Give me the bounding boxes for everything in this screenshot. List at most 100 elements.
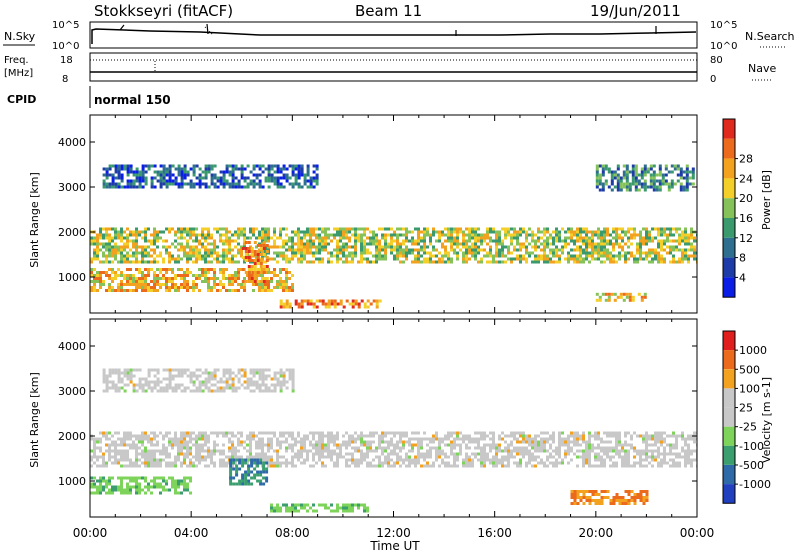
range-cell: [676, 164, 680, 168]
range-cell: [672, 443, 675, 447]
range-cell: [219, 452, 222, 456]
range-cell: [498, 242, 501, 246]
range-cell: [672, 233, 675, 237]
range-cell: [279, 302, 283, 306]
range-cell: [255, 440, 258, 444]
range-cell: [225, 455, 228, 459]
range-cell: [267, 374, 271, 378]
range-cell: [507, 230, 510, 234]
range-cell: [669, 248, 672, 252]
range-cell: [174, 233, 177, 237]
range-cell: [384, 233, 387, 237]
range-cell: [306, 227, 309, 231]
range-cell: [261, 283, 264, 286]
range-cell: [649, 173, 653, 177]
range-cell: [207, 437, 210, 441]
range-cell: [516, 461, 519, 465]
range-cell: [237, 236, 240, 240]
range-cell: [369, 464, 372, 468]
range-cell: [579, 233, 582, 237]
range-cell: [126, 173, 130, 177]
range-cell: [600, 260, 603, 264]
range-cell: [288, 374, 292, 378]
range-cell: [672, 434, 675, 438]
range-cell: [519, 248, 522, 252]
range-cell: [174, 245, 177, 249]
range-cell: [267, 167, 271, 171]
range-cell: [351, 455, 354, 459]
range-cell: [528, 440, 531, 444]
range-cell: [147, 449, 150, 453]
range-cell: [99, 440, 102, 444]
range-cell: [504, 455, 507, 459]
range-cell: [273, 383, 277, 387]
range-cell: [273, 386, 277, 390]
range-cell: [174, 257, 177, 261]
range-cell: [660, 257, 663, 261]
range-cell: [114, 242, 117, 246]
range-cell: [141, 452, 144, 456]
range-cell: [627, 431, 630, 435]
range-cell: [690, 233, 693, 237]
range-cell: [579, 455, 582, 459]
range-cell: [144, 461, 147, 465]
range-cell: [253, 271, 257, 274]
range-cell: [93, 443, 96, 447]
range-cell: [195, 386, 199, 390]
range-cell: [648, 248, 651, 252]
range-cell: [93, 251, 96, 255]
range-cell: [264, 443, 267, 447]
range-cell: [270, 455, 273, 459]
range-cell: [285, 464, 288, 468]
range-cell: [381, 452, 384, 456]
range-cell: [378, 443, 381, 447]
range-cell: [225, 167, 229, 171]
range-cell: [474, 254, 477, 258]
range-cell: [225, 182, 229, 186]
range-cell: [534, 437, 537, 441]
range-cell: [114, 289, 117, 292]
range-cell: [600, 245, 603, 249]
range-cell: [594, 499, 598, 502]
range-cell: [354, 449, 357, 453]
range-cell: [597, 257, 600, 261]
range-cell: [555, 236, 558, 240]
range-cell: [330, 458, 333, 462]
range-cell: [126, 464, 129, 468]
range-cell: [625, 173, 629, 177]
range-cell: [261, 170, 265, 174]
range-cell: [619, 182, 623, 186]
range-cell: [661, 173, 665, 177]
range-cell: [126, 449, 129, 453]
range-cell: [324, 302, 328, 306]
range-cell: [99, 479, 102, 483]
range-cell: [201, 280, 204, 283]
range-cell: [237, 368, 241, 372]
range-cell: [159, 230, 162, 234]
range-cell: [177, 182, 181, 186]
range-cell: [324, 455, 327, 459]
range-cell: [108, 371, 112, 375]
range-cell: [462, 236, 465, 240]
range-cell: [558, 254, 561, 258]
range-cell: [256, 274, 260, 277]
range-cell: [247, 271, 251, 274]
range-cell: [291, 389, 295, 393]
range-cell: [501, 245, 504, 249]
range-cell: [174, 277, 177, 280]
range-cell: [258, 167, 262, 171]
range-cell: [240, 368, 244, 372]
range-cell: [651, 464, 654, 468]
range-cell: [585, 257, 588, 261]
range-cell: [252, 185, 256, 189]
range-cell: [378, 446, 381, 450]
range-cell: [510, 449, 513, 453]
range-cell: [621, 464, 624, 468]
range-cell: [622, 185, 626, 189]
range-cell: [126, 368, 130, 372]
range-cell: [420, 446, 423, 450]
range-cell: [684, 242, 687, 246]
range-cell: [685, 173, 689, 177]
range-cell: [171, 280, 174, 283]
range-cell: [624, 251, 627, 255]
